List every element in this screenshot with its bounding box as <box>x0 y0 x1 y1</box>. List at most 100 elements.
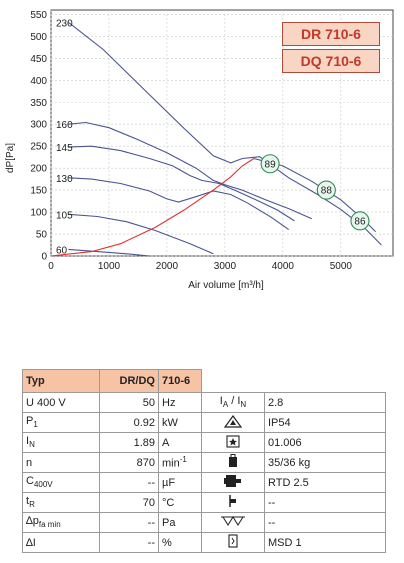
spec-value-text: 70 <box>142 496 155 509</box>
spec-unit-text: µF <box>162 476 176 489</box>
spec-row: tR 70 °C -- <box>22 492 386 513</box>
spec-row: ∆pfa min -- Pa -- <box>22 512 386 533</box>
spec-icon-cell <box>201 472 265 493</box>
thermal-icon <box>226 494 240 511</box>
spec-param: ∆I <box>22 532 100 553</box>
spec-icon-label: I <box>219 395 223 408</box>
spec-param-symbol: C <box>26 475 34 488</box>
y-tick-label: 200 <box>30 164 47 175</box>
fan-curve-105 <box>68 213 214 255</box>
spec-icon-label-sub: A <box>222 400 229 410</box>
spec-right-value: -- <box>264 492 386 513</box>
spec-unit-text: Pa <box>162 516 176 529</box>
x-tick-label: 2000 <box>156 261 179 272</box>
axis-ticks: 0 50 100 150 200 250 300 350 400 450 500 550 0 1000 20… <box>30 10 352 272</box>
spec-right-value: 01.006 <box>264 432 386 453</box>
y-tick-label: 250 <box>30 142 47 153</box>
efficiency-marker-circle <box>260 154 280 174</box>
spec-icon-cell: IA / IN <box>201 392 265 413</box>
efficiency-markers: 89 88 86 <box>260 154 370 231</box>
spec-header-model: 710-6 <box>158 369 202 393</box>
model-badge-dr: DR 710-6 <box>282 22 380 46</box>
spec-unit-text: % <box>162 536 172 549</box>
efficiency-marker-89: 89 <box>260 154 280 174</box>
spec-icon-label-sub2: N <box>240 400 247 410</box>
spec-param: IN <box>22 432 100 453</box>
fan-curve-145 <box>68 145 295 222</box>
spec-right-text: -- <box>268 496 276 509</box>
spec-param-symbol: n <box>26 456 33 469</box>
spec-value-text: 1.89 <box>133 436 155 449</box>
spec-param-subscript: 400V <box>33 480 53 490</box>
spec-value-text: 870 <box>136 456 155 469</box>
spec-value: 870 <box>99 452 159 473</box>
spec-param-subscript: R <box>29 500 35 510</box>
spec-param-symbol: P <box>26 415 34 428</box>
fan-curve-130 <box>68 177 290 231</box>
spec-row: P1 0.92 kW IP54 <box>22 412 386 433</box>
spec-icon-cell <box>201 432 265 453</box>
spec-unit-text: Hz <box>162 396 176 409</box>
curve-label-160: 160 <box>56 120 73 131</box>
spec-param-subscript: 1 <box>33 420 38 430</box>
spec-header-row: Typ DR/DQ 710-6 <box>22 369 386 393</box>
spec-value: -- <box>99 532 159 553</box>
efficiency-marker-label: 88 <box>321 186 333 197</box>
spec-header-empty <box>201 369 265 393</box>
spec-right-text: 35/36 kg <box>268 456 311 469</box>
plot-area <box>50 9 394 257</box>
spec-unit: µF <box>158 472 202 493</box>
spec-row: n 870 min-1 35/36 kg <box>22 452 386 473</box>
curve-label-145: 145 <box>56 143 73 154</box>
y-tick-label: 550 <box>30 10 47 21</box>
motor-icon <box>224 474 242 491</box>
spec-right-text: RTD 2.5 <box>268 476 309 489</box>
efficiency-marker-circle <box>316 180 336 200</box>
spec-row: C400V -- µF RTD 2.5 <box>22 472 386 493</box>
spec-value-text: -- <box>147 536 155 549</box>
spec-value-text: 0.92 <box>133 416 155 429</box>
y-axis-label: dP[Pa] <box>5 143 16 173</box>
spec-row: ∆I --% MSD 1 <box>22 532 386 553</box>
spec-unit: min-1 <box>158 452 202 473</box>
current-ratio-icon: IA / IN <box>220 395 246 409</box>
model-badge-dq: DQ 710-6 <box>282 49 380 73</box>
y-tick-label: 300 <box>30 120 47 131</box>
fan-curve-60 <box>68 248 150 257</box>
spec-icon-cell <box>201 532 265 553</box>
curve-label-105: 105 <box>56 210 73 221</box>
spec-row: IN 1.89 A 01.006 <box>22 432 386 453</box>
efficiency-marker-88: 88 <box>316 180 336 200</box>
spec-right-text: IP54 <box>268 416 291 429</box>
spec-icon-cell <box>201 412 265 433</box>
spec-unit-text: °C <box>162 496 175 509</box>
y-tick-label: 350 <box>30 98 47 109</box>
spec-value: 1.89 <box>99 432 159 453</box>
spec-unit-text: kW <box>162 416 178 429</box>
spec-param: U 400 V <box>22 392 100 413</box>
spec-param-voltage-unit: V <box>58 396 66 409</box>
spec-icon-label-sep: / I <box>228 395 241 408</box>
x-tick-label: 0 <box>48 261 54 272</box>
spec-right-value: RTD 2.5 <box>264 472 386 493</box>
x-tick-label: 4000 <box>272 261 295 272</box>
spec-value-text: -- <box>147 516 155 529</box>
y-tick-label: 0 <box>41 252 47 263</box>
spec-unit: kW <box>158 412 202 433</box>
spec-param: P1 <box>22 412 100 433</box>
efficiency-marker-label: 86 <box>354 216 366 227</box>
spec-param-symbol: ∆p <box>26 515 39 528</box>
spec-unit: A <box>158 432 202 453</box>
y-tick-label: 50 <box>36 230 48 241</box>
spec-param-subscript: fa min <box>38 520 61 530</box>
spec-table: Typ DR/DQ 710-6 U 400 V 50 Hz IA / IN 2.8 P1 0… <box>22 369 386 553</box>
spec-row: U 400 V 50 Hz IA / IN 2.8 <box>22 392 386 413</box>
spec-right-text: 01.006 <box>268 436 302 449</box>
connection-icon <box>227 534 239 551</box>
efficiency-marker-circle <box>350 211 370 231</box>
spec-param-voltage: 400 <box>33 396 59 409</box>
efficiency-marker-86: 86 <box>350 211 370 231</box>
spec-param: n <box>22 452 100 473</box>
spec-param-symbol: ∆I <box>26 536 36 549</box>
spec-right-value: 2.8 <box>264 392 386 413</box>
